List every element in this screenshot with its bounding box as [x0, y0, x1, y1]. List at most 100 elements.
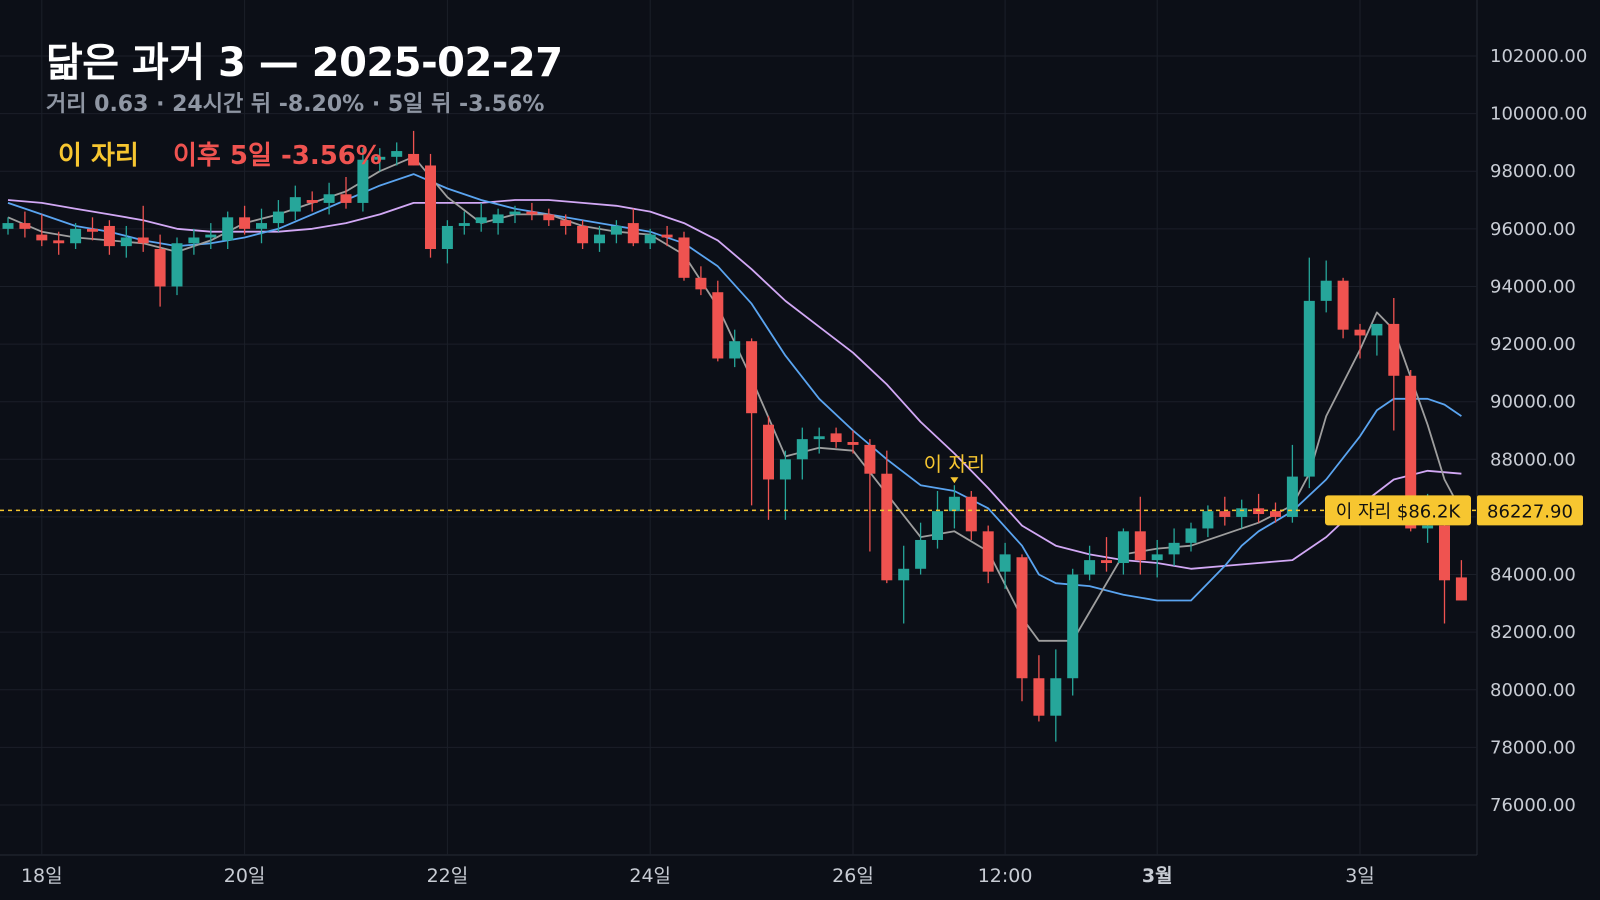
candle [408, 130, 420, 166]
candle [458, 211, 470, 235]
candle-body [1236, 508, 1248, 517]
candle [1320, 260, 1332, 313]
candle [323, 182, 335, 215]
candle-body [1354, 329, 1366, 336]
price-tick-label: 90000.00 [1490, 392, 1576, 413]
price-tick-label: 94000.00 [1490, 276, 1576, 297]
candle [965, 490, 977, 540]
candle-body [256, 223, 267, 229]
price-tag-text: 이 자리 $86.2K [1336, 501, 1462, 522]
candle-body [272, 211, 284, 224]
candle [594, 225, 605, 252]
candle-body [120, 237, 132, 247]
candle [982, 525, 994, 584]
candle [746, 338, 758, 506]
candle-body [289, 197, 301, 212]
candle-body [391, 151, 403, 157]
candle [881, 450, 893, 584]
candle [1455, 560, 1467, 601]
candle-body [1253, 508, 1265, 515]
candle [36, 214, 48, 247]
candle-body [374, 156, 386, 160]
price-tick-label: 84000.00 [1490, 565, 1576, 586]
candle-body [712, 292, 724, 359]
candle [1371, 323, 1383, 356]
candle-body [999, 554, 1011, 572]
candle-body [1405, 375, 1417, 529]
price-tick-label: 102000.00 [1490, 46, 1587, 67]
candle-body [1286, 476, 1298, 517]
candle-body [171, 243, 183, 287]
candle [1202, 505, 1214, 538]
candle [1439, 511, 1450, 624]
candle-body [36, 234, 48, 241]
candle-body [627, 223, 639, 244]
time-tick-label: 3월 [1142, 865, 1173, 887]
candle-body [965, 496, 977, 532]
candle-body [1185, 528, 1197, 543]
candle-body [881, 473, 893, 581]
candle-body [340, 194, 352, 203]
candle-body [239, 217, 251, 229]
candle [19, 211, 31, 238]
candle [256, 208, 267, 244]
candle [425, 153, 436, 258]
candle-body [1371, 323, 1383, 336]
price-tick-label: 82000.00 [1490, 622, 1576, 643]
candle [763, 416, 774, 520]
candle [1117, 528, 1129, 575]
candle-body [1439, 525, 1450, 581]
candle-body [475, 217, 487, 224]
candle-body [408, 153, 420, 166]
time-axis[interactable]: 18일 20일 22일 24일 26일 12:00 3월 3일 [21, 865, 1375, 887]
candle [492, 208, 504, 235]
candle-body [1202, 511, 1214, 529]
candle [898, 545, 910, 624]
candle-body [1337, 280, 1349, 330]
candle-body [205, 234, 217, 238]
candle [171, 237, 183, 296]
candle-body [1101, 560, 1112, 564]
price-tag [1325, 495, 1471, 526]
candle-body [425, 165, 436, 250]
candle [1236, 499, 1248, 529]
candle [1084, 545, 1096, 581]
candle [289, 185, 301, 221]
candle-body [1422, 525, 1434, 529]
candle-body [53, 240, 65, 244]
candle [678, 231, 690, 281]
candle-body [864, 444, 876, 474]
candle-body [594, 234, 605, 244]
candle [932, 490, 943, 549]
price-tick-label: 98000.00 [1490, 161, 1576, 182]
candle [813, 427, 825, 454]
candle [948, 485, 960, 529]
candle [1354, 323, 1366, 359]
price-tick-label: 76000.00 [1490, 795, 1576, 816]
price-tick-label: 96000.00 [1490, 219, 1576, 240]
candle [712, 280, 724, 362]
candle-body [763, 424, 774, 480]
candle-body [695, 277, 707, 290]
candle [543, 208, 555, 226]
candle-body [1303, 300, 1315, 477]
candle [1050, 649, 1062, 742]
chart-title: 닮은 과거 3 — 2025-02-27 [46, 40, 563, 86]
price-tick-label: 78000.00 [1490, 737, 1576, 758]
candle-body [577, 225, 589, 244]
candle [357, 148, 369, 212]
price-axis-badge [1477, 495, 1583, 526]
candle [137, 205, 149, 252]
time-tick-label: 3일 [1345, 865, 1375, 887]
candle-body [1320, 280, 1332, 301]
candle-body [222, 217, 234, 241]
candle-body [137, 237, 149, 244]
candle [1033, 655, 1045, 722]
candle-body [70, 228, 82, 244]
candle-body [103, 225, 115, 247]
candle-body [915, 539, 927, 569]
candle-body [948, 496, 960, 512]
candle [154, 234, 166, 307]
price-axis[interactable]: 102000.00 100000.00 98000.00 96000.00 94000.… [1477, 46, 1587, 816]
